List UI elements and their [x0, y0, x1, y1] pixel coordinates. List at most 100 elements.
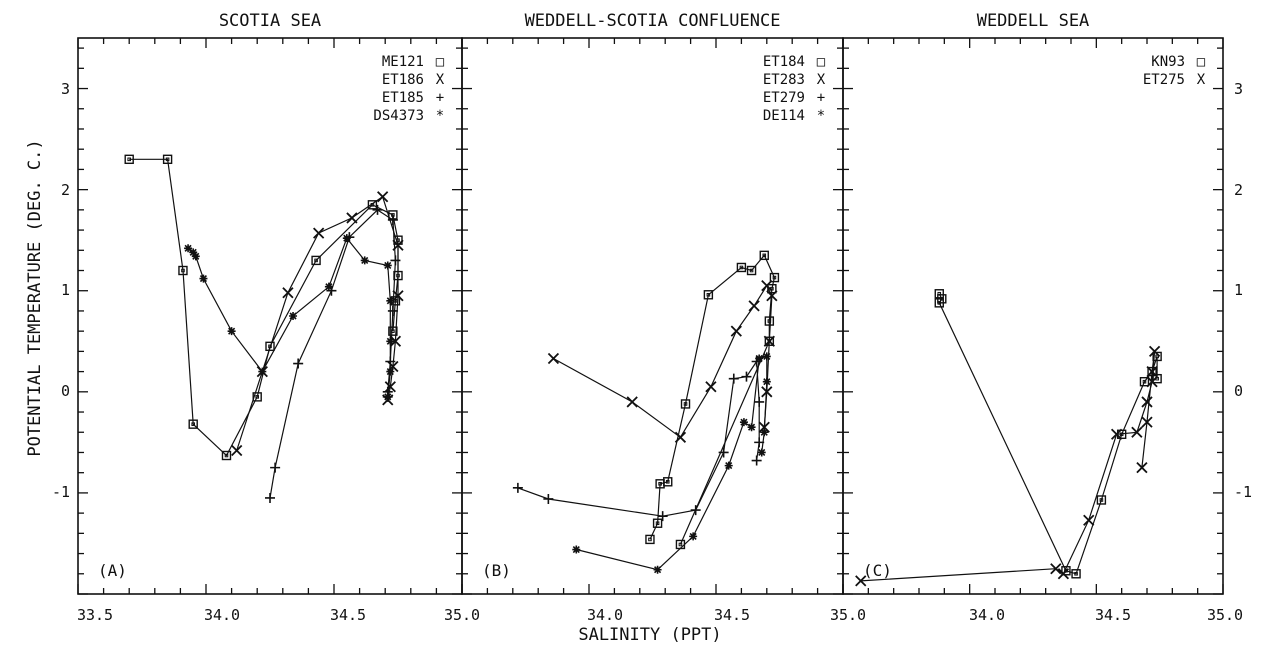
square-marker [367, 200, 378, 210]
series-ET186 [231, 191, 404, 457]
panel-3: WEDDELL SEA (C) KN93 □ ET275 X [842, 11, 1224, 595]
square-marker-inner [658, 482, 662, 486]
x-tick-label: 34.0 [204, 606, 240, 624]
square-marker [162, 154, 173, 165]
asterisk-marker [199, 274, 208, 283]
legend-label: DE114 [763, 108, 805, 124]
plus-marker [690, 505, 701, 516]
asterisk-marker [747, 423, 756, 432]
x-marker [313, 227, 325, 239]
square-marker-inner [165, 157, 170, 162]
panel-label: (B) [482, 561, 511, 580]
series-DS4373 [184, 234, 395, 401]
legend-marker: □ [817, 54, 826, 70]
asterisk-marker [689, 532, 698, 541]
plus-marker [728, 373, 739, 384]
y-tick-label: 3 [1234, 80, 1243, 98]
legend-marker: + [436, 90, 444, 106]
x-marker [730, 325, 742, 337]
legend-label: ET186 [382, 72, 424, 88]
y-tick-label: -1 [1234, 483, 1252, 501]
panel-1: SCOTIA SEA (A) ME121 □ ET186 X ET185 + DS4373 * [77, 11, 463, 595]
square-marker [124, 154, 134, 165]
x-marker [1141, 396, 1153, 408]
asterisk-marker [324, 282, 333, 291]
square-marker [188, 419, 198, 429]
x-marker [1110, 428, 1123, 440]
y-tick-label: 1 [61, 281, 70, 299]
series-line [187, 237, 391, 397]
x-marker [748, 300, 760, 312]
x-tick-label: 33.5 [77, 606, 113, 624]
x-marker [1050, 563, 1062, 575]
x-marker [392, 290, 404, 302]
x-marker [855, 575, 867, 587]
x-tick-labels: 33.5 34.0 34.5 35.0 34.0 34.5 35.0 34.0 … [77, 606, 1243, 624]
plus-marker [543, 493, 554, 504]
y-axis-label: POTENTIAL TEMPERATURE (DEG. C.) [25, 139, 45, 456]
square-marker [652, 518, 663, 528]
legend-marker: * [817, 108, 825, 124]
asterisk-marker [258, 367, 267, 376]
square-marker-inner [127, 157, 132, 162]
asterisk-marker [289, 312, 298, 320]
plus-marker [387, 214, 398, 225]
x-marker [1141, 416, 1153, 428]
asterisk-marker [386, 367, 395, 376]
series-line [517, 359, 760, 517]
asterisk-marker [360, 256, 369, 265]
plus-marker [754, 396, 765, 407]
square-marker [769, 272, 780, 283]
plus-marker [270, 462, 281, 473]
square-marker [759, 250, 769, 261]
legend-label: ET283 [763, 72, 805, 88]
square-marker [1061, 566, 1071, 576]
panel-frame [842, 37, 1224, 595]
y-tick-label: 3 [61, 80, 70, 98]
panel-label: (C) [863, 561, 892, 580]
x-marker [346, 212, 358, 224]
asterisk-marker [762, 377, 771, 386]
asterisk-marker [227, 327, 236, 336]
x-marker [377, 191, 389, 203]
panel-title: SCOTIA SEA [219, 11, 321, 31]
asterisk-marker [386, 337, 395, 346]
square-marker-inner [655, 521, 660, 526]
square-marker-inner [937, 301, 942, 305]
x-marker [1136, 461, 1148, 474]
square-marker [746, 265, 757, 276]
y-tick-label: 2 [1234, 181, 1243, 199]
legend-marker: □ [1197, 54, 1206, 70]
x-marker [1131, 426, 1143, 438]
x-marker [626, 396, 638, 408]
x-marker [1146, 365, 1158, 378]
series-line [129, 158, 399, 457]
y-tick-label: 2 [61, 181, 70, 199]
legend-label: DS4373 [373, 108, 424, 124]
square-marker [311, 255, 321, 266]
square-marker [934, 298, 944, 308]
square-marker-inner [749, 268, 754, 273]
square-marker [1096, 495, 1107, 505]
legend-label: KN93 [1151, 54, 1185, 70]
asterisk-marker [762, 352, 771, 361]
legend-label: ET184 [763, 54, 805, 70]
series-DE114 [572, 352, 771, 574]
x-tick-label: 34.5 [1095, 606, 1131, 624]
left-y-tick-labels: 3 2 1 0 -1 [52, 80, 70, 501]
asterisk-marker [383, 261, 392, 270]
asterisk-marker [342, 234, 351, 243]
square-marker-inner [648, 537, 652, 542]
plus-marker [387, 305, 398, 316]
panel-title: WEDDELL-SCOTIA CONFLUENCE [525, 11, 781, 31]
square-marker-inner [1142, 379, 1147, 384]
square-marker [221, 450, 232, 461]
asterisk-marker [189, 248, 198, 257]
x-tick-label: 35.0 [1207, 606, 1243, 624]
asterisk-marker [653, 565, 662, 574]
asterisk-marker [755, 354, 764, 363]
x-tick-label: 34.5 [714, 606, 750, 624]
square-marker-inner [255, 395, 259, 399]
